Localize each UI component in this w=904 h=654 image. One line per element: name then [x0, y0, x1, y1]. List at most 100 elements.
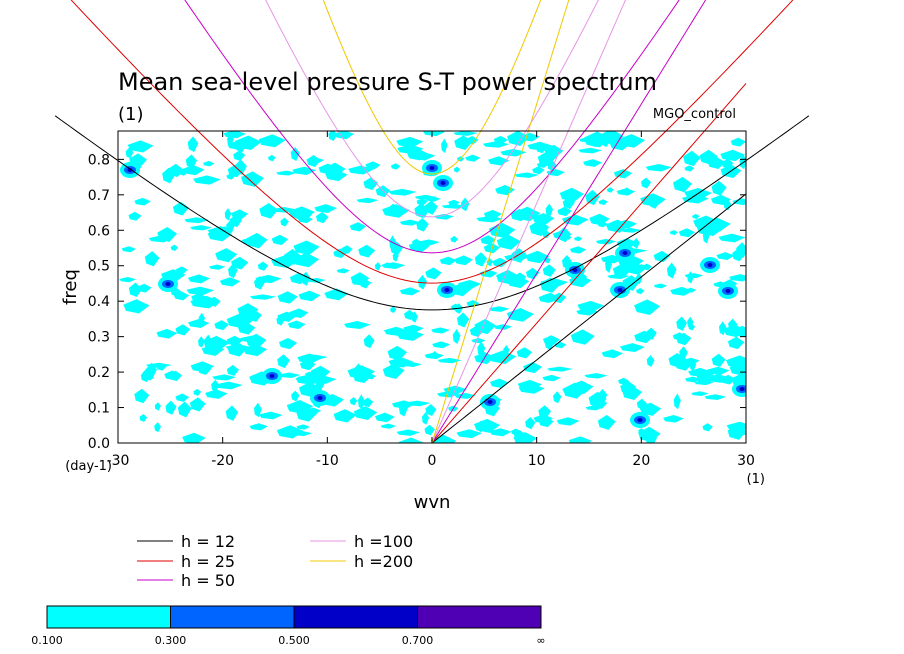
kelvin-curve — [118, 0, 707, 443]
power-cell — [315, 211, 329, 224]
power-cell — [569, 380, 594, 395]
power-cell-peak — [165, 282, 171, 286]
power-cell — [226, 173, 236, 180]
power-cell — [389, 203, 398, 213]
y-tick-label: 0.8 — [88, 152, 110, 168]
power-cell — [536, 161, 549, 168]
power-cell — [711, 353, 726, 368]
power-cell — [721, 158, 734, 169]
power-cell — [192, 296, 203, 307]
gravity-curve — [70, 0, 794, 284]
power-cell — [172, 201, 189, 216]
power-cell — [703, 217, 731, 232]
power-cell — [276, 314, 285, 326]
power-cell — [636, 287, 645, 295]
power-cell — [301, 209, 313, 219]
power-cell — [727, 336, 745, 350]
power-cell — [387, 345, 408, 361]
power-shading — [119, 131, 746, 443]
power-cell — [249, 294, 277, 300]
power-cell — [235, 135, 262, 151]
gravity-curve — [184, 0, 680, 254]
power-cell — [683, 150, 701, 167]
legend-label: h = 25 — [181, 552, 235, 571]
power-cell — [595, 238, 617, 245]
power-cell — [277, 354, 290, 369]
power-cell — [296, 424, 311, 430]
power-cell — [374, 262, 382, 271]
power-cell — [492, 257, 508, 268]
chart-subtitle: (1) — [118, 104, 144, 125]
power-cell — [233, 150, 246, 161]
power-cell-peak — [617, 288, 623, 292]
power-cell — [325, 169, 348, 182]
power-cell — [148, 235, 174, 243]
power-cell — [553, 391, 562, 404]
power-cell — [246, 232, 268, 249]
power-cell — [168, 163, 184, 178]
power-cell — [362, 397, 374, 408]
power-cell — [597, 415, 616, 430]
power-cell — [720, 374, 736, 385]
power-cell — [678, 228, 695, 238]
power-cell — [666, 262, 677, 279]
power-cell — [190, 225, 213, 231]
power-cell — [676, 316, 688, 331]
power-cell — [622, 385, 643, 401]
power-cell — [186, 286, 215, 296]
power-cell — [578, 147, 603, 154]
power-cell — [607, 273, 630, 279]
power-cell — [559, 187, 584, 202]
power-cell — [258, 134, 286, 148]
power-cell — [704, 394, 727, 400]
power-cell — [249, 423, 269, 431]
power-cell — [390, 306, 397, 314]
power-cell — [634, 299, 661, 315]
power-cell — [699, 149, 718, 165]
power-cell — [292, 166, 317, 176]
colorbar-swatch — [293, 605, 418, 629]
gravity-curve — [265, 0, 599, 218]
gravity-curve — [322, 0, 542, 175]
power-cell — [416, 218, 429, 232]
power-cell — [298, 290, 321, 302]
power-cell — [719, 321, 727, 336]
power-cell — [514, 172, 540, 178]
power-cell-peak — [637, 418, 643, 422]
power-cell — [280, 217, 289, 227]
power-cell — [434, 213, 454, 220]
power-cell — [246, 333, 267, 349]
colorbar-swatch — [417, 605, 542, 629]
power-cell — [453, 131, 478, 136]
power-cell — [577, 300, 605, 312]
power-cell — [617, 134, 646, 148]
power-cell — [585, 189, 600, 206]
power-cell — [454, 255, 473, 266]
power-cell — [706, 366, 730, 376]
power-cell — [576, 308, 598, 316]
power-cell — [726, 421, 746, 432]
colorbar-label: ∞ — [536, 634, 545, 647]
power-cell — [493, 135, 508, 145]
power-cell — [669, 230, 679, 235]
power-cell-peak — [739, 387, 745, 391]
power-cell — [583, 159, 603, 167]
power-cell-peak — [440, 181, 446, 185]
power-cell — [170, 244, 179, 251]
power-cell — [465, 154, 481, 162]
power-cell — [621, 227, 641, 233]
power-cell — [562, 197, 575, 209]
power-cell — [619, 343, 645, 353]
power-cell — [653, 283, 668, 289]
power-cell — [382, 363, 405, 379]
power-cell — [579, 137, 594, 143]
power-cell — [691, 391, 709, 397]
power-cell — [424, 200, 438, 215]
power-cell — [356, 197, 379, 204]
power-cell — [688, 323, 696, 331]
power-cell — [645, 164, 672, 172]
power-cell — [134, 388, 150, 404]
power-cell — [227, 341, 248, 357]
power-cell — [734, 325, 746, 337]
power-cell — [154, 402, 161, 411]
